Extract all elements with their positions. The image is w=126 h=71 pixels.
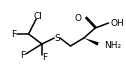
Text: F: F [42, 54, 47, 62]
Text: OH: OH [111, 19, 124, 27]
Polygon shape [84, 38, 99, 46]
Text: F: F [20, 51, 25, 60]
Text: F: F [11, 29, 16, 38]
Text: NH₂: NH₂ [104, 40, 121, 49]
Text: S: S [54, 34, 60, 43]
Text: Cl: Cl [34, 12, 43, 21]
Text: O: O [75, 13, 82, 23]
